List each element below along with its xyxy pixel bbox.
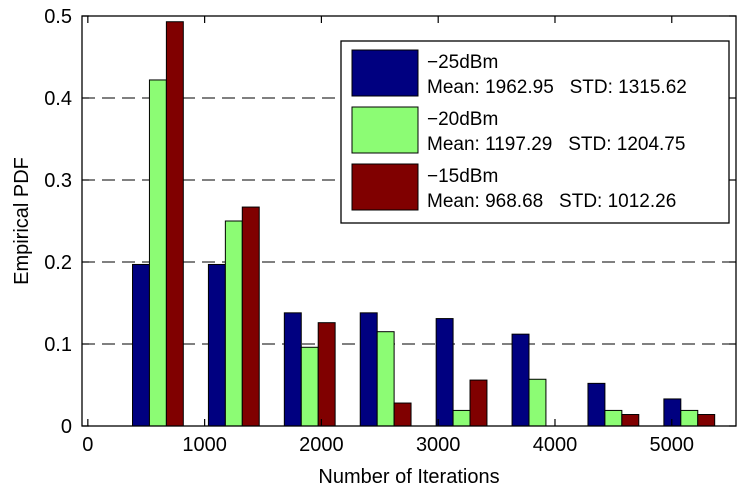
bar-series-3-bin-5 bbox=[469, 379, 488, 427]
legend-stats-series-1: Mean: 1962.95 STD: 1315.62 bbox=[427, 77, 687, 98]
legend-label-series-2: −20dBm bbox=[427, 109, 498, 130]
legend-label-series-1: −25dBm bbox=[427, 52, 498, 73]
bar-series-1-bin-3 bbox=[283, 312, 302, 427]
bar-series-3-bin-3 bbox=[317, 322, 336, 427]
bar-series-1-bin-6 bbox=[511, 333, 530, 427]
y-tick-label-3: 0.3 bbox=[44, 170, 72, 192]
legend-swatch-series-3 bbox=[351, 163, 419, 211]
x-tick-label-5: 5000 bbox=[650, 434, 695, 456]
axes: 0 1000 2000 3000 4000 5000 0 0.1 0.2 0.3 0.4 0.5 bbox=[44, 6, 736, 456]
x-tick-label-3: 3000 bbox=[416, 434, 461, 456]
bar-series-2-bin-7 bbox=[604, 409, 623, 427]
legend-label-series-3: −15dBm bbox=[427, 166, 498, 187]
bar-series-2-bin-4 bbox=[376, 331, 395, 427]
x-tick-label-0: 0 bbox=[82, 434, 93, 456]
bar-series-3-bin-1 bbox=[165, 21, 184, 427]
y-tick-label-5: 0.5 bbox=[44, 6, 72, 28]
y-axis-label: Empirical PDF bbox=[11, 157, 33, 285]
bar-series-1-bin-1 bbox=[132, 263, 150, 427]
legend-stats-series-3: Mean: 968.68 STD: 1012.26 bbox=[427, 191, 676, 212]
x-tick-label-4: 4000 bbox=[533, 434, 578, 456]
bar-series-3-bin-4 bbox=[393, 402, 412, 427]
bar-series-2-bin-1 bbox=[148, 79, 167, 427]
legend-stats-series-2: Mean: 1197.29 STD: 1204.75 bbox=[427, 134, 685, 155]
bar-series-1-bin-5 bbox=[435, 318, 454, 427]
y-tick-label-0: 0 bbox=[61, 416, 72, 438]
x-axis-label: Number of Iterations bbox=[318, 466, 499, 488]
bar-series-2-bin-2 bbox=[224, 220, 243, 427]
plot-frame bbox=[81, 15, 737, 427]
bar-series-2-bin-6 bbox=[528, 378, 547, 427]
legend-swatch-series-1 bbox=[351, 49, 419, 97]
bar-series-1-bin-2 bbox=[207, 263, 226, 427]
y-tick-label-4: 0.4 bbox=[44, 88, 72, 110]
bar-series-1-bin-4 bbox=[359, 312, 378, 427]
y-tick-label-2: 0.2 bbox=[44, 252, 72, 274]
bar-series-3-bin-7 bbox=[621, 414, 640, 427]
bar-series-3-bin-8 bbox=[697, 414, 716, 427]
bar-series-2-bin-5 bbox=[452, 409, 471, 427]
bar-series-1-bin-7 bbox=[587, 382, 606, 427]
bar-series-2-bin-8 bbox=[680, 409, 699, 427]
bar-series-3-bin-2 bbox=[241, 206, 260, 427]
y-tick-label-1: 0.1 bbox=[44, 334, 72, 356]
legend-swatch-series-2 bbox=[351, 106, 419, 154]
x-tick-label-1: 1000 bbox=[182, 434, 227, 456]
x-tick-label-2: 2000 bbox=[299, 434, 344, 456]
bar-series-2-bin-3 bbox=[300, 346, 319, 427]
legend: −25dBm Mean: 1962.95 STD: 1315.62 −20dBm… bbox=[340, 40, 730, 224]
